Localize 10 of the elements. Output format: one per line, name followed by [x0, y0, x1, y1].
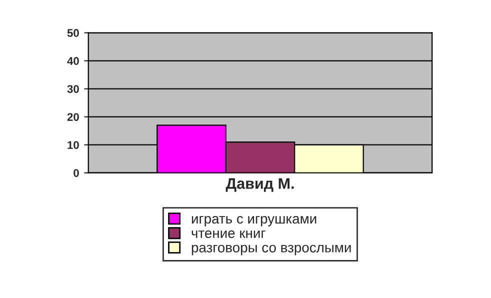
- y-tick-label: 40: [67, 57, 79, 65]
- y-tick-label: 50: [67, 29, 79, 37]
- y-tick-label: 20: [67, 113, 79, 121]
- legend-label: разговоры со взрослыми: [192, 244, 351, 256]
- x-tick-label: Давид М.: [226, 178, 294, 192]
- legend-label: играть с игрушками: [192, 216, 316, 226]
- y-tick-label: 0: [74, 169, 79, 177]
- y-tick-label: 10: [68, 141, 79, 149]
- y-tick-label: 30: [67, 85, 79, 93]
- legend-label: чтение книг: [192, 230, 266, 238]
